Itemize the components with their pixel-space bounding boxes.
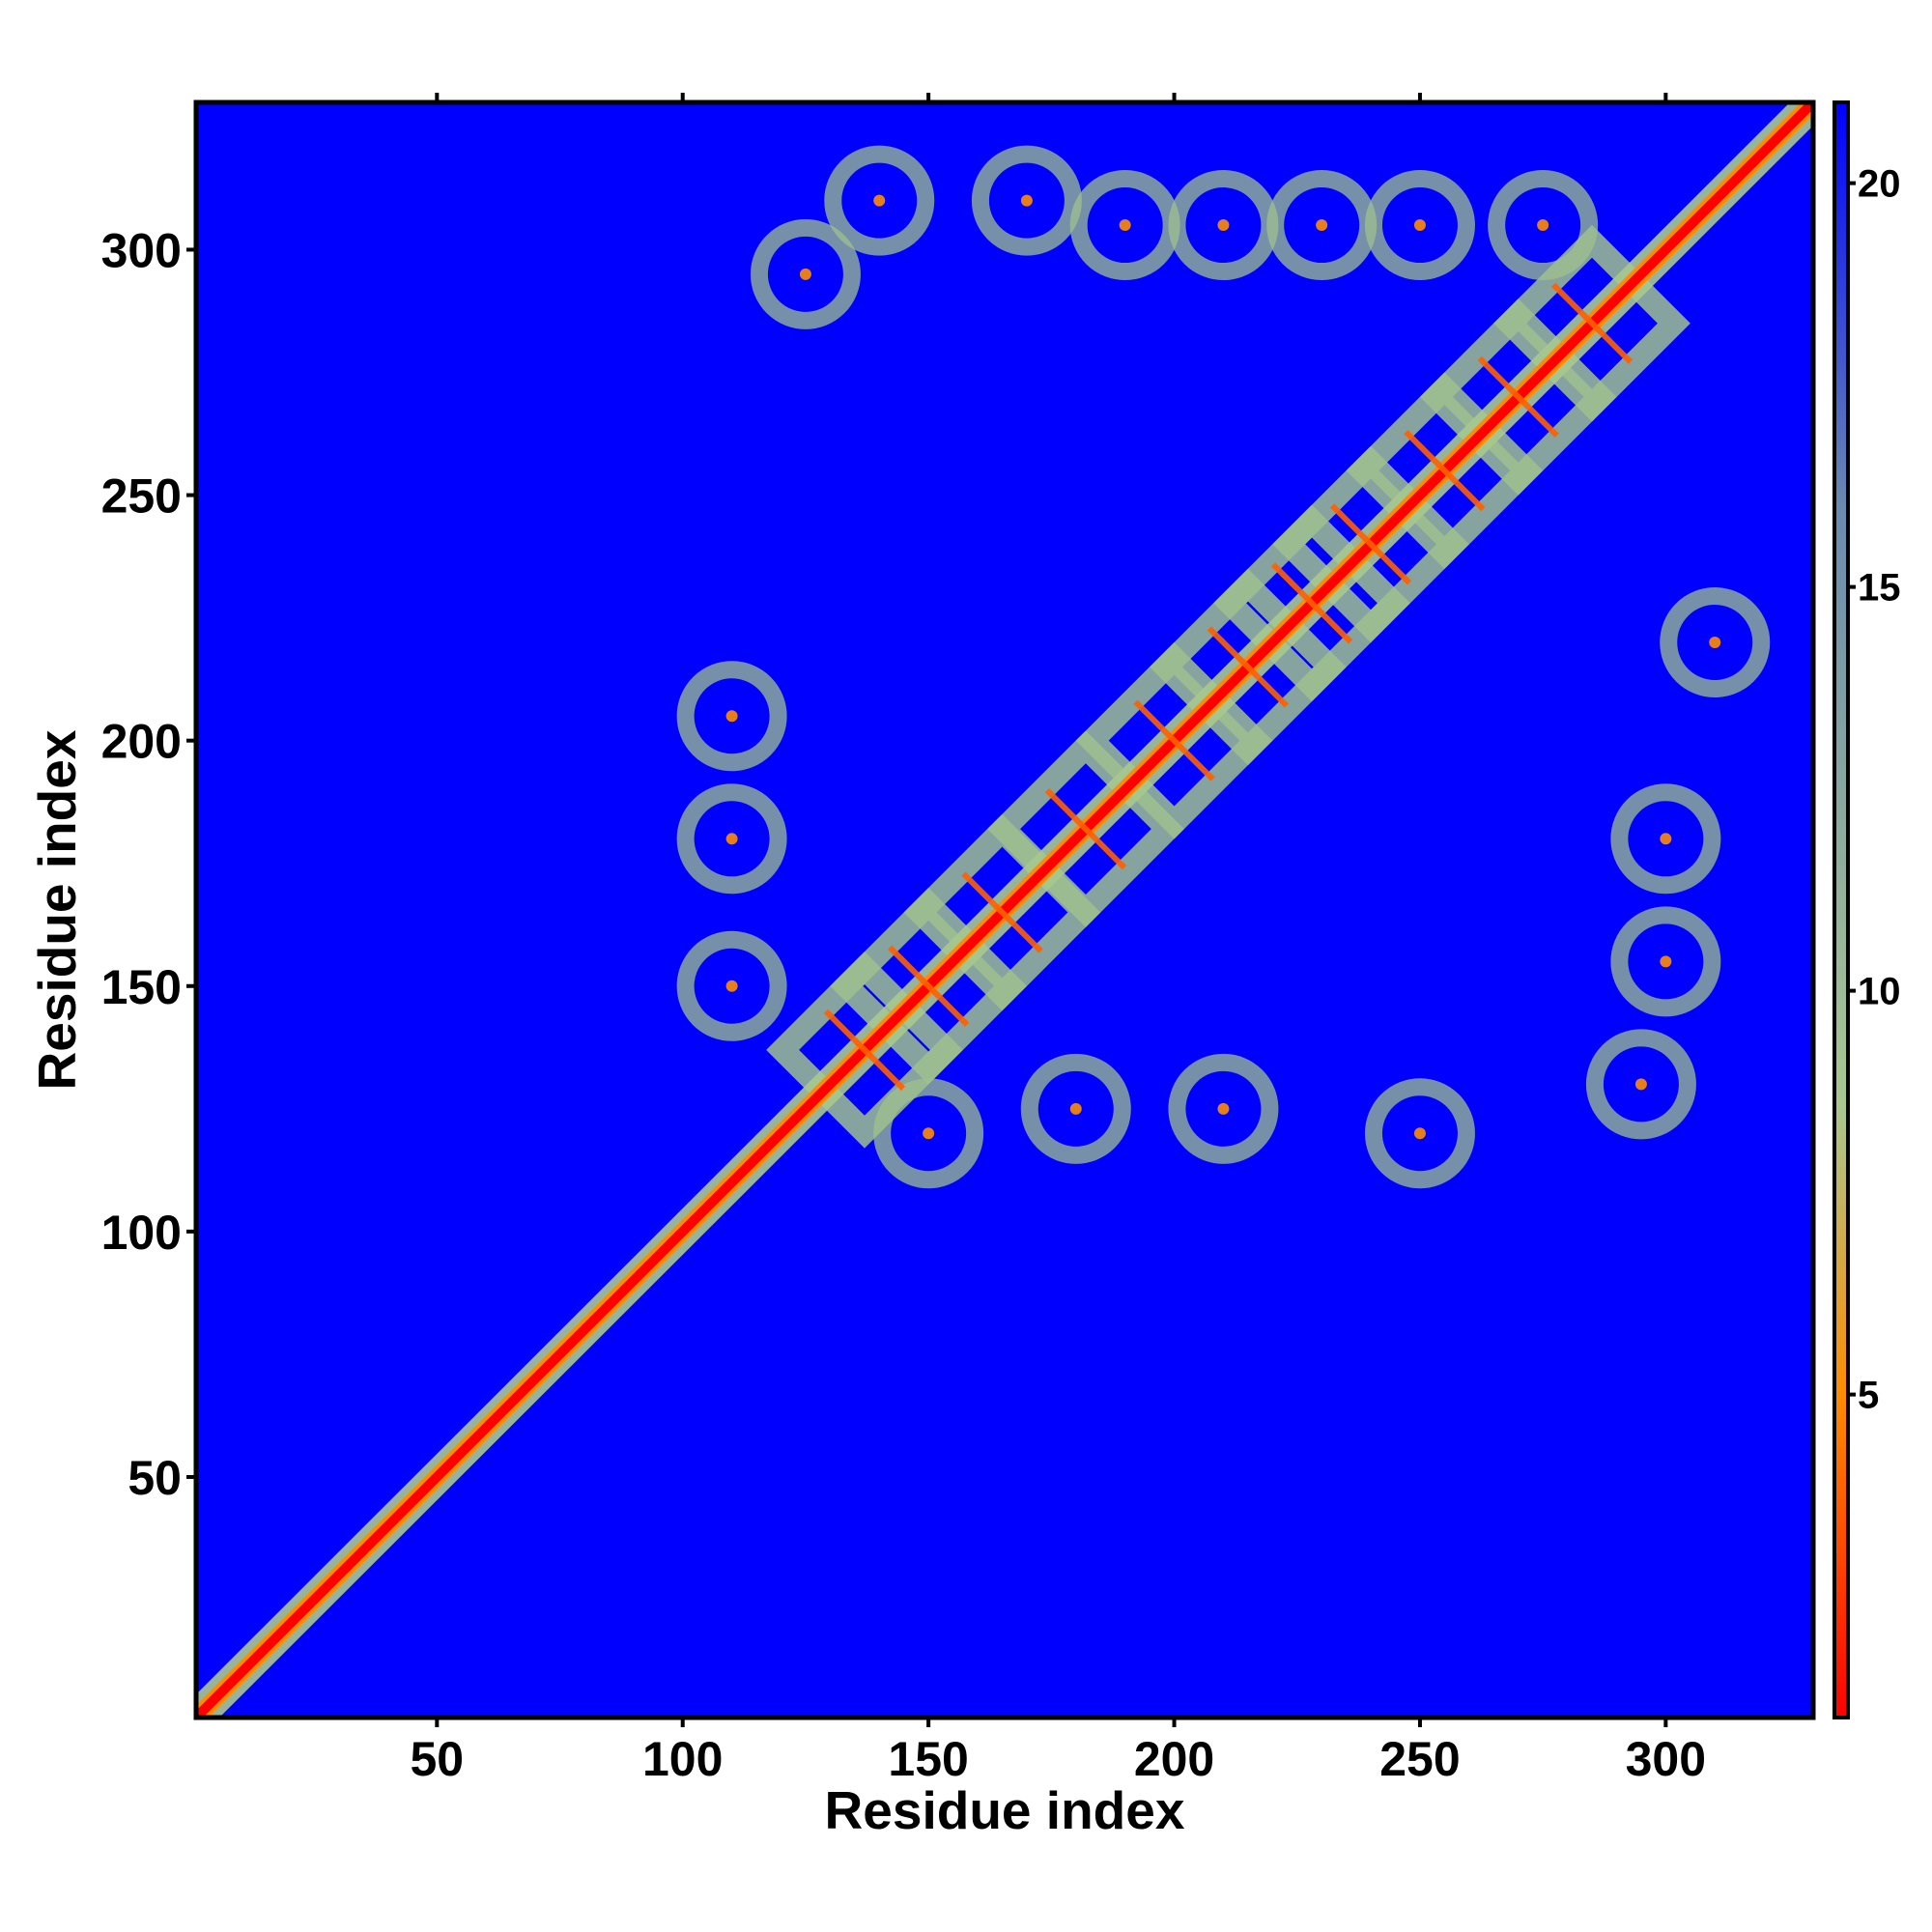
heat-contact-cluster (676, 661, 787, 772)
y-tick-label: 200 (101, 715, 182, 769)
heat-contact-cluster (1364, 170, 1475, 281)
heat-contact-core (725, 833, 738, 845)
colorbar (1833, 100, 1850, 1719)
y-axis-ticks: 50 100 150 200 250 300 (101, 223, 196, 1505)
heat-contact-cluster (1488, 170, 1599, 281)
heat-contact-cluster (1610, 906, 1721, 1017)
y-tick-label: 50 (128, 1451, 182, 1505)
x-tick-label: 250 (1379, 1732, 1460, 1786)
heat-contact-core (1634, 1078, 1647, 1091)
heat-contact-core (1537, 219, 1549, 232)
heat-contact-cluster (1364, 1078, 1475, 1189)
heat-contact-core (1413, 219, 1426, 232)
heat-contact-cluster (1610, 783, 1721, 895)
y-tick-label: 250 (101, 469, 182, 524)
y-tick-label: 300 (101, 223, 182, 277)
heat-contact-cluster (1020, 1053, 1131, 1164)
heat-contact-cluster (750, 218, 861, 329)
heat-contact-cluster (1660, 587, 1771, 698)
heat-contact-cluster (971, 145, 1082, 256)
heat-antiparallel-contact (1329, 503, 1412, 585)
heat-contact-core (1316, 219, 1328, 232)
heat-contact-cluster (824, 145, 935, 256)
heat-antiparallel-contact (1550, 282, 1634, 364)
colorbar-tick-label: 15 (1858, 567, 1901, 610)
heat-antiparallel-contact (888, 945, 970, 1027)
heat-diagonal-core (196, 102, 1813, 1718)
heat-antiparallel-contact (961, 871, 1043, 953)
colorbar-tick-label: 10 (1858, 971, 1901, 1013)
x-tick-label: 150 (888, 1732, 968, 1786)
heat-contact-core (1217, 219, 1230, 232)
x-tick-label: 50 (411, 1732, 465, 1786)
heat-contact-cluster (1585, 1029, 1696, 1140)
x-axis-ticks: 50 100 150 200 250 300 (411, 93, 1706, 1786)
colorbar-ticks: 5 10 15 20 (1848, 163, 1901, 1417)
y-tick-label: 100 (101, 1206, 182, 1260)
heat-contact-cluster (1168, 1053, 1279, 1164)
plot-frame (193, 99, 1816, 1720)
y-tick-label: 150 (101, 960, 182, 1014)
heat-contact-core (1020, 194, 1033, 207)
heat-contact-core (1660, 833, 1672, 845)
heatmap-cells (196, 102, 1813, 1718)
heat-antiparallel-contact (1477, 355, 1559, 439)
heat-contact-cluster (676, 930, 787, 1041)
heat-contact-core (1217, 1102, 1230, 1115)
x-axis-title: Residue index (825, 1780, 1185, 1840)
heat-contact-core (923, 1127, 935, 1140)
y-axis-title: Residue index (27, 729, 87, 1090)
x-tick-label: 200 (1134, 1732, 1214, 1786)
heat-antiparallel-contact (1133, 699, 1215, 781)
heat-antiparallel-contact (1044, 788, 1127, 870)
heat-contact-core (725, 710, 738, 723)
heat-contact-cluster (676, 783, 787, 895)
heat-contact-core (873, 194, 886, 207)
heat-antiparallel-contact (1207, 626, 1289, 708)
heat-contact-core (1069, 1102, 1082, 1115)
heat-contact-core (1413, 1127, 1426, 1140)
heat-antiparallel-contact (1270, 562, 1353, 644)
x-tick-label: 100 (642, 1732, 723, 1786)
colorbar-tick-label: 5 (1858, 1375, 1879, 1417)
heat-antiparallel-contact (823, 1009, 906, 1091)
heat-contact-core (725, 980, 738, 992)
heat-contact-core (799, 268, 811, 280)
heat-contact-core (1709, 637, 1721, 649)
heat-contact-core (1119, 219, 1131, 232)
heat-contact-core (1660, 955, 1672, 968)
colorbar-tick-label: 20 (1858, 163, 1901, 206)
heat-contact-cluster (873, 1078, 984, 1189)
x-tick-label: 300 (1626, 1732, 1706, 1786)
heat-antiparallel-contact (1404, 430, 1486, 512)
